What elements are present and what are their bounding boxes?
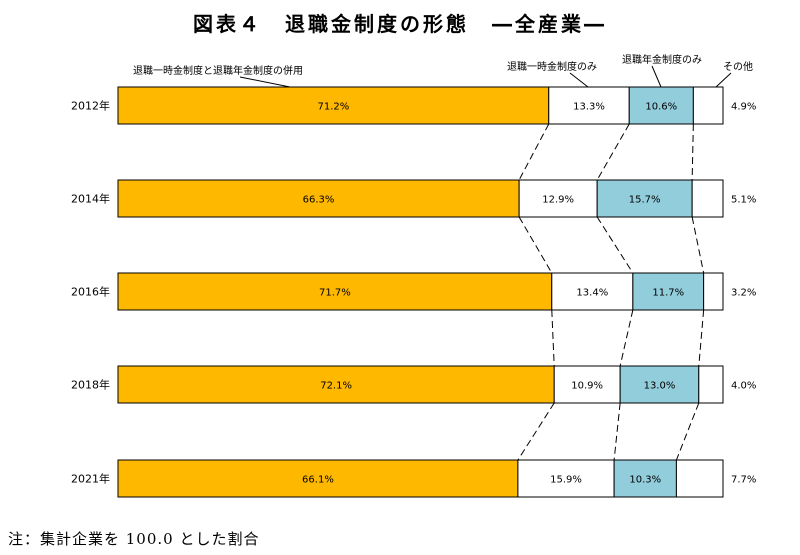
- connector-line: [619, 309, 634, 367]
- category-label: 2018年: [71, 378, 110, 392]
- data-label: 10.3%: [629, 475, 661, 486]
- data-label: 66.1%: [302, 475, 334, 486]
- data-label: 10.6%: [645, 102, 677, 113]
- data-label: 13.3%: [573, 102, 605, 113]
- data-label: 7.7%: [731, 475, 756, 486]
- bars-group: [117, 86, 724, 498]
- data-label: 4.0%: [731, 381, 756, 392]
- category-label: 2012年: [71, 99, 110, 113]
- connector-line: [596, 216, 634, 274]
- legend-entry: 退職一時金制度のみ: [507, 60, 597, 73]
- legend-entry: 退職年金制度のみ: [622, 53, 702, 66]
- connector-line: [517, 402, 555, 461]
- connector-line: [691, 123, 694, 181]
- data-label: 72.1%: [320, 381, 352, 392]
- category-label: 2016年: [71, 285, 110, 299]
- data-label: 15.7%: [629, 195, 661, 206]
- bar-segment: [548, 86, 630, 125]
- bar-segment: [613, 459, 677, 498]
- connector-line: [596, 123, 630, 181]
- bar-segment: [117, 272, 553, 311]
- bar-segment: [628, 86, 694, 125]
- bar-segment: [703, 272, 724, 311]
- bar-segment: [632, 272, 705, 311]
- category-label: 2021年: [71, 472, 110, 486]
- connector-line: [698, 309, 705, 367]
- chart-title: 図表４ 退職金制度の形態 ―全産業―: [193, 12, 607, 36]
- data-label: 71.2%: [317, 102, 349, 113]
- data-label: 71.7%: [319, 288, 351, 299]
- labels-group: 2012年 71.2% 13.3% 10.6% 4.9% 2014年 66.3% 12.9% 1…: [71, 99, 756, 486]
- data-label: 5.1%: [731, 195, 756, 206]
- bar-segment: [698, 365, 724, 404]
- data-label: 11.7%: [652, 288, 684, 299]
- connector-line: [675, 402, 700, 461]
- data-label: 13.4%: [576, 288, 608, 299]
- legend-entry: その他: [723, 60, 753, 73]
- data-label: 3.2%: [731, 288, 756, 299]
- legend-entry: 退職一時金制度と退職年金制度の併用: [133, 64, 303, 77]
- bar-segment: [675, 459, 724, 498]
- data-label: 13.0%: [644, 381, 676, 392]
- bar-segment: [596, 179, 693, 218]
- legend-leader-line: [569, 72, 589, 88]
- bar-segment: [692, 86, 724, 125]
- data-label: 10.9%: [571, 381, 603, 392]
- data-label: 4.9%: [731, 102, 756, 113]
- connector-line: [691, 216, 705, 274]
- bar-segment: [117, 459, 519, 498]
- category-label: 2014年: [71, 192, 110, 206]
- legend-leader-line: [239, 76, 291, 88]
- bar-segment: [551, 272, 634, 311]
- data-label: 12.9%: [542, 195, 574, 206]
- connector-lines: [517, 123, 705, 461]
- data-label: 15.9%: [550, 475, 582, 486]
- bar-segment: [553, 365, 621, 404]
- footnote: 注：集計企業を 100.0 とした割合: [8, 530, 260, 548]
- stacked-bar-chart: 2012年 71.2% 13.3% 10.6% 4.9% 2014年 66.3% 12.9% 1…: [71, 53, 756, 498]
- data-label: 66.3%: [303, 195, 335, 206]
- connector-line: [518, 123, 550, 181]
- legend-leader-line: [715, 72, 732, 88]
- bar-segment: [117, 365, 555, 404]
- connector-line: [551, 309, 555, 367]
- connector-line: [613, 402, 621, 461]
- legend-leader-line: [651, 65, 662, 88]
- bar-segment: [518, 179, 598, 218]
- bar-segment: [117, 179, 520, 218]
- bar-segment: [691, 179, 724, 218]
- connector-line: [518, 216, 553, 274]
